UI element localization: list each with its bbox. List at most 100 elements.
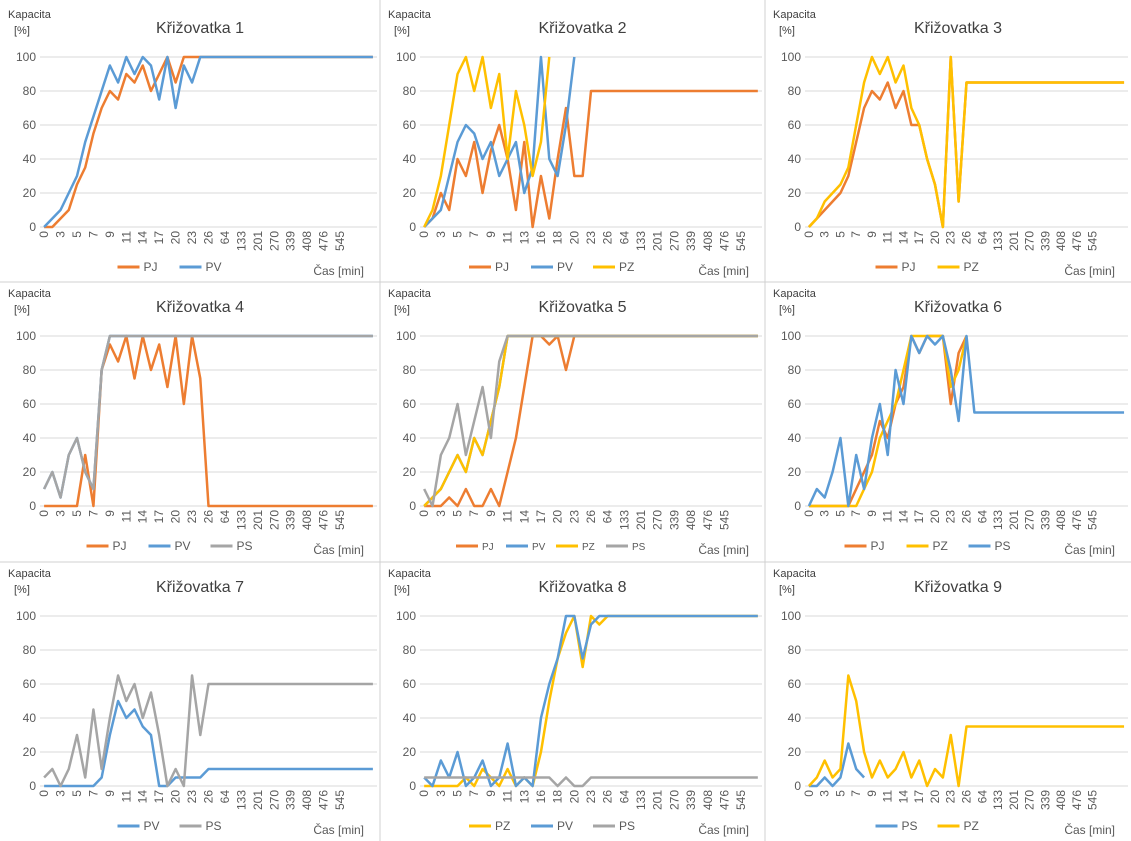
y-tick-label: 20 (403, 745, 417, 759)
x-tick-label: 23 (185, 231, 199, 245)
x-axis-label: Čas [min] (313, 822, 364, 837)
series-line (423, 334, 758, 508)
series-line (424, 776, 758, 788)
y-tick-label: 0 (29, 779, 36, 793)
x-tick-label: 0 (37, 790, 51, 797)
x-tick-label: 133 (234, 510, 248, 530)
x-tick-label: 64 (975, 510, 989, 524)
x-tick-label: 14 (896, 231, 910, 245)
x-axis-label: Čas [min] (313, 263, 364, 278)
legend-label: PS (995, 539, 1011, 553)
y-tick-label: 60 (788, 118, 802, 132)
x-tick-label: 9 (865, 231, 879, 238)
x-tick-label: 64 (617, 231, 631, 245)
x-tick-label: 476 (717, 790, 731, 810)
legend-label: PV (144, 819, 160, 833)
x-tick-label: 545 (1086, 510, 1100, 530)
legend-label: PV (206, 260, 222, 274)
y-tick-label: 60 (23, 118, 37, 132)
legend-label: PJ (902, 260, 916, 274)
x-tick-label: 9 (484, 231, 498, 238)
x-tick-label: 339 (284, 790, 298, 810)
x-tick-label: 20 (567, 231, 581, 245)
legend-label: PS (632, 542, 646, 553)
x-tick-label: 133 (991, 510, 1005, 530)
x-tick-label: 26 (202, 231, 216, 245)
y-tick-label: 40 (23, 711, 37, 725)
x-tick-label: 64 (975, 790, 989, 804)
x-tick-label: 13 (517, 231, 531, 245)
x-tick-label: 0 (37, 231, 51, 238)
y-tick-label: 40 (788, 431, 802, 445)
x-tick-label: 26 (601, 790, 615, 804)
x-tick-label: 476 (1070, 790, 1084, 810)
legend-label: PJ (871, 539, 885, 553)
x-tick-label: 14 (136, 510, 150, 524)
legend-label: PZ (964, 819, 979, 833)
y-tick-label: 0 (794, 220, 801, 234)
x-axis-label: Čas [min] (698, 822, 749, 837)
x-tick-label: 408 (300, 231, 314, 251)
y-tick-label: 40 (403, 152, 417, 166)
series-line (44, 55, 373, 229)
x-tick-label: 11 (119, 790, 133, 803)
y-tick-label: 20 (23, 186, 37, 200)
x-tick-label: 11 (501, 510, 515, 523)
x-tick-label: 5 (833, 231, 847, 238)
x-tick-label: 20 (928, 231, 942, 245)
x-tick-label: 133 (234, 790, 248, 810)
x-tick-label: 476 (1070, 510, 1084, 530)
x-tick-label: 339 (1038, 510, 1052, 530)
y-tick-label: 40 (23, 431, 37, 445)
x-tick-label: 16 (534, 790, 548, 804)
x-tick-label: 339 (684, 231, 698, 251)
x-tick-label: 13 (517, 790, 531, 804)
y-tick-label: 20 (403, 186, 417, 200)
y-tick-label: 0 (794, 499, 801, 513)
x-tick-label: 545 (717, 510, 731, 530)
x-tick-label: 64 (218, 790, 232, 804)
legend-label: PV (175, 539, 191, 553)
y-axis-label: Kapacita (773, 9, 817, 21)
legend-label: PZ (964, 260, 979, 274)
x-tick-label: 26 (202, 510, 216, 524)
x-tick-label: 270 (267, 231, 281, 251)
x-tick-label: 133 (234, 231, 248, 251)
y-axis-unit: [%] (394, 304, 410, 316)
series-line (43, 674, 373, 788)
x-tick-label: 20 (551, 510, 565, 524)
x-tick-label: 476 (701, 510, 715, 530)
x-tick-label: 20 (169, 231, 183, 245)
x-tick-label: 545 (333, 790, 347, 810)
y-tick-label: 40 (23, 152, 37, 166)
y-axis-unit: [%] (14, 304, 30, 316)
x-tick-label: 3 (818, 231, 832, 238)
x-tick-label: 20 (567, 790, 581, 804)
x-tick-label: 17 (152, 231, 166, 245)
x-tick-label: 5 (70, 231, 84, 238)
y-tick-label: 40 (403, 711, 417, 725)
y-tick-label: 20 (23, 465, 37, 479)
x-tick-label: 20 (928, 510, 942, 524)
x-tick-label: 18 (551, 790, 565, 804)
x-tick-label: 17 (912, 790, 926, 804)
x-tick-label: 408 (684, 510, 698, 530)
y-tick-label: 100 (781, 609, 801, 623)
x-tick-label: 339 (1038, 231, 1052, 251)
y-tick-label: 0 (409, 499, 416, 513)
x-tick-label: 17 (152, 510, 166, 524)
y-tick-label: 60 (403, 677, 417, 691)
x-tick-label: 201 (1007, 510, 1021, 530)
x-tick-label: 133 (991, 790, 1005, 810)
x-tick-label: 18 (551, 231, 565, 245)
x-tick-label: 0 (417, 231, 431, 238)
y-axis-unit: [%] (779, 304, 795, 316)
x-tick-label: 5 (451, 231, 465, 238)
x-tick-label: 64 (218, 231, 232, 245)
x-tick-label: 5 (451, 510, 465, 517)
chart-title: Křižovatka 4 (156, 299, 244, 316)
